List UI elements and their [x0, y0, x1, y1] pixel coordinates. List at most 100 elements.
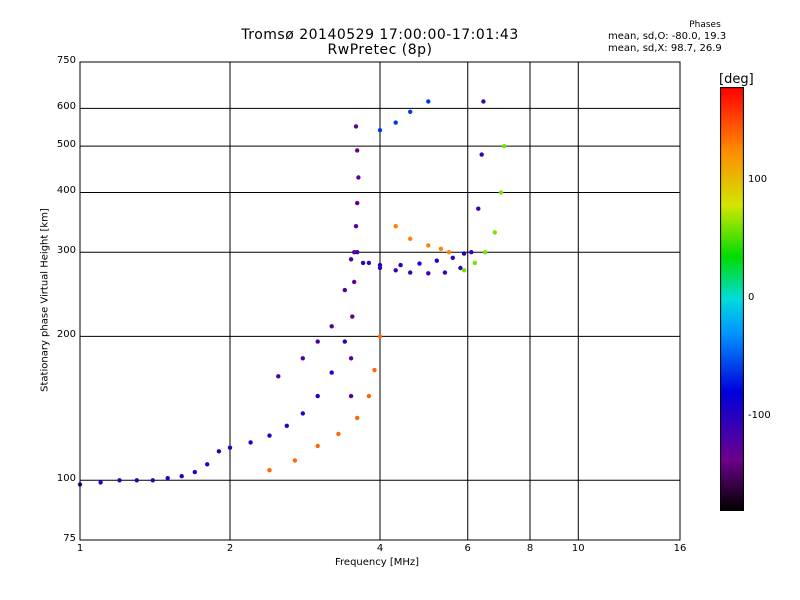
x-tick-label: 10 [571, 543, 585, 554]
data-point [267, 468, 272, 473]
x-tick-label: 6 [464, 543, 471, 554]
data-point [393, 120, 398, 125]
data-point [150, 478, 155, 483]
data-point [350, 314, 355, 319]
data-point [205, 462, 210, 467]
data-point [348, 393, 354, 399]
data-point [179, 474, 184, 479]
scatter-points [77, 99, 507, 487]
data-point [284, 423, 289, 428]
x-axis-label: Frequency [MHz] [335, 557, 420, 568]
data-point [355, 250, 360, 255]
data-point [192, 469, 197, 475]
data-point [469, 250, 474, 255]
data-point [276, 374, 281, 379]
data-point [450, 255, 455, 260]
data-point [426, 271, 431, 276]
y-tick-label: 500 [56, 139, 76, 151]
data-point [458, 265, 463, 271]
y-axis-label: Stationary phase Virtual Height [km] [39, 208, 51, 392]
data-point [417, 261, 422, 266]
data-point [498, 190, 504, 195]
plot-frame [79, 61, 681, 541]
chart-subtitle: RwPretec (8p) [327, 42, 433, 58]
data-point [98, 480, 103, 485]
data-point [353, 124, 359, 129]
data-point [329, 370, 334, 375]
y-tick-label: 750 [56, 55, 76, 66]
data-point [398, 262, 403, 268]
data-point [342, 287, 347, 293]
data-point [355, 200, 360, 206]
data-point [315, 339, 320, 344]
data-point [352, 279, 357, 285]
y-tick-label: 400 [56, 185, 76, 197]
colorbar-tick-label: -100 [748, 409, 771, 421]
data-point [216, 449, 222, 454]
data-point [248, 440, 253, 445]
data-point [134, 478, 139, 483]
data-point [356, 175, 361, 180]
data-point [461, 251, 467, 256]
data-point [408, 109, 413, 115]
data-point [461, 268, 467, 273]
data-point [315, 393, 320, 399]
data-point [438, 246, 444, 251]
data-point [393, 224, 398, 229]
data-point [377, 262, 383, 268]
data-point [446, 250, 452, 255]
data-point [481, 99, 486, 104]
data-point [372, 367, 377, 373]
y-tick-label: 100 [56, 473, 76, 485]
o-mode-phase-stats: mean, sd,O: -80.0, 19.3 [608, 31, 727, 42]
grid-lines [80, 62, 680, 540]
data-point [360, 260, 366, 266]
data-point [482, 250, 488, 255]
data-point [292, 458, 298, 463]
data-point [442, 270, 448, 275]
data-point [377, 334, 383, 339]
y-tick-label: 300 [56, 245, 76, 257]
data-point [342, 339, 347, 344]
data-point [353, 224, 359, 229]
data-point [165, 476, 170, 481]
colorbar-tick-label: 0 [748, 292, 755, 303]
x-tick-label: 4 [376, 543, 384, 554]
colorbar [720, 87, 744, 511]
phases-legend-title: Phases [689, 20, 721, 30]
data-point [315, 443, 320, 449]
x-tick-label: 16 [673, 543, 687, 554]
y-tick-label: 600 [56, 101, 76, 113]
data-point [479, 152, 484, 157]
data-point [434, 258, 439, 263]
x-tick-label: 1 [76, 543, 84, 554]
data-point [366, 260, 372, 266]
y-tick-label: 75 [63, 533, 76, 544]
data-point [492, 230, 497, 235]
data-point [408, 270, 413, 275]
data-point [348, 356, 354, 361]
data-point [227, 445, 233, 450]
data-point [348, 257, 354, 262]
x-mode-phase-stats: mean, sd,X: 98.7, 26.9 [608, 43, 722, 54]
y-tick-label: 200 [56, 329, 76, 341]
data-point [267, 433, 272, 438]
x-tick-label: 2 [226, 543, 234, 554]
data-point [355, 148, 360, 153]
data-point [300, 411, 305, 416]
data-point [393, 268, 398, 273]
data-point [117, 478, 122, 483]
x-tick-label: 8 [526, 543, 534, 554]
data-point [366, 393, 372, 399]
colorbar-unit-label: [deg] [719, 72, 754, 87]
data-point [502, 144, 507, 149]
data-point [426, 99, 431, 104]
data-point [426, 243, 431, 248]
data-point [329, 324, 334, 329]
data-point [336, 431, 341, 437]
data-point [476, 206, 481, 211]
data-point [377, 128, 383, 133]
data-point [355, 415, 360, 421]
data-point [472, 260, 477, 266]
